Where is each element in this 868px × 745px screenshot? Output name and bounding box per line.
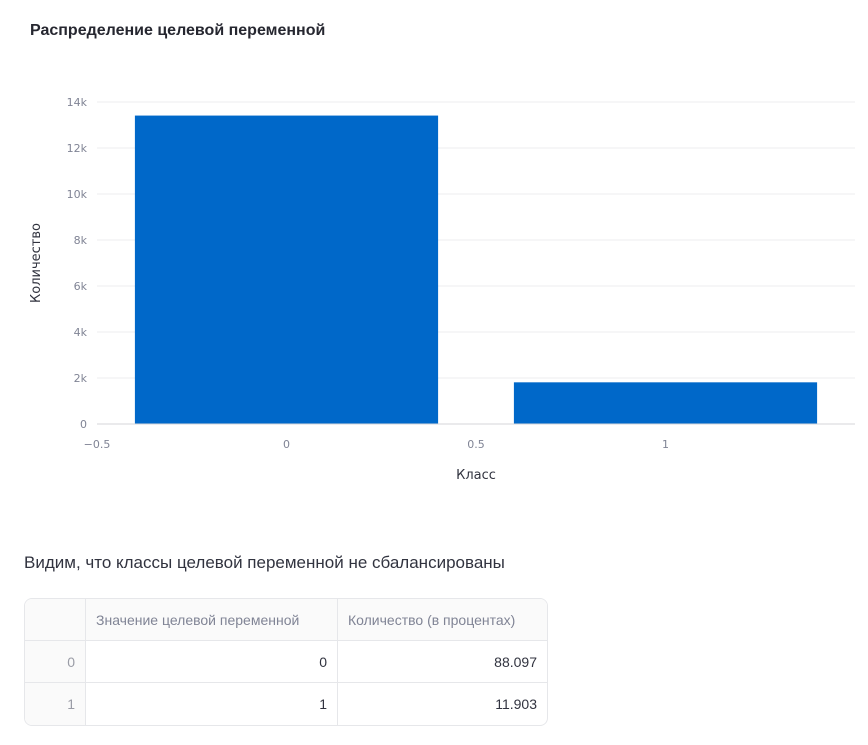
x-axis-ticks: −0.5 0 0.5 1: [84, 438, 669, 451]
header-index[interactable]: [25, 599, 86, 640]
grid-lines: [97, 101, 855, 379]
y-tick-label: 4k: [74, 326, 88, 339]
y-tick-label: 2k: [74, 372, 88, 385]
table-row: 0 0 88.097: [25, 641, 547, 683]
header-target-value[interactable]: Значение целевой переменной: [86, 599, 338, 640]
x-tick-label: 0.5: [467, 438, 485, 451]
row-index[interactable]: 1: [25, 683, 86, 725]
header-count-percent[interactable]: Количество (в процентах): [348, 611, 516, 628]
y-tick-label: 0: [80, 418, 87, 431]
x-tick-label: 1: [662, 438, 669, 451]
target-value-cell[interactable]: 0: [86, 641, 338, 682]
imbalance-note: Видим, что классы целевой переменной не …: [24, 553, 505, 572]
y-tick-label: 14k: [67, 96, 88, 109]
bar-chart: 0 2k 4k 6k 8k 10k 12k 14k −0.5 0 0.5 1 Класс Колич…: [29, 96, 855, 483]
bar-class-1[interactable]: [513, 382, 818, 424]
target-value-cell[interactable]: 1: [86, 683, 338, 725]
table-row: 1 1 11.903: [25, 683, 547, 725]
y-axis-ticks: 0 2k 4k 6k 8k 10k 12k 14k: [67, 96, 88, 431]
y-tick-label: 12k: [67, 142, 88, 155]
bar-class-0[interactable]: [134, 115, 439, 424]
y-axis-title: Количество: [29, 223, 44, 303]
row-index[interactable]: 0: [25, 641, 86, 682]
x-tick-label: 0: [283, 438, 290, 451]
table-header-row: Значение целевой переменной Количество (…: [25, 599, 547, 641]
x-tick-label: −0.5: [84, 438, 111, 451]
y-tick-label: 8k: [74, 234, 88, 247]
bars: [134, 115, 818, 424]
y-tick-label: 6k: [74, 280, 88, 293]
chart-title: Распределение целевой переменной: [30, 22, 326, 39]
percent-cell[interactable]: 88.097: [494, 653, 537, 670]
x-axis-title: Класс: [456, 468, 496, 483]
class-distribution-table: Значение целевой переменной Количество (…: [24, 598, 548, 726]
percent-cell[interactable]: 11.903: [495, 696, 537, 712]
y-tick-label: 10k: [67, 188, 88, 201]
